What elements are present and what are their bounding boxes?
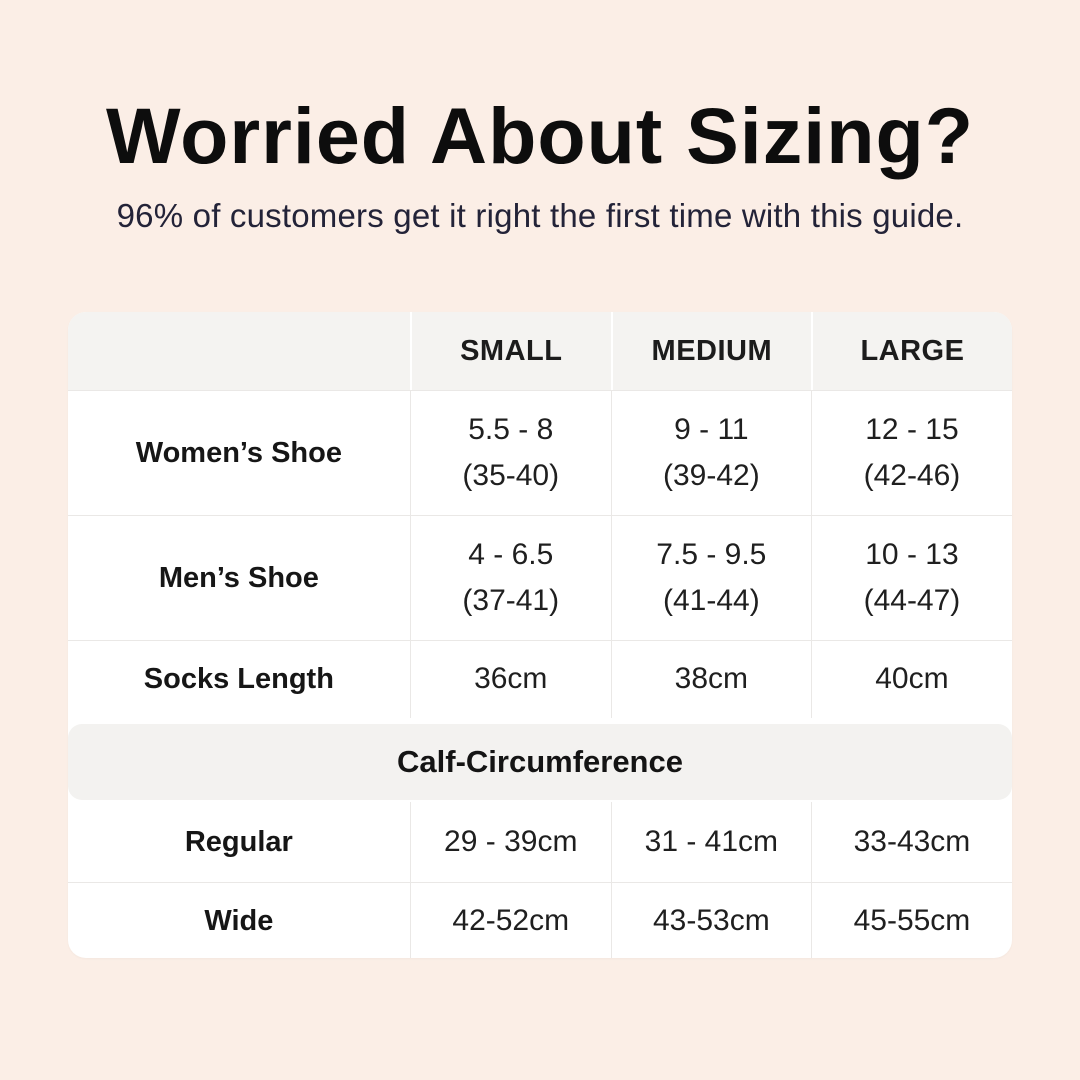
- table-row-socks-length: Socks Length 36cm 38cm 40cm: [68, 640, 1012, 718]
- cell-womens-large: 12 - 15 (42-46): [863, 412, 961, 493]
- table-header-row: SMALL MEDIUM LARGE: [68, 312, 1012, 390]
- header-cell-large: LARGE: [810, 312, 1012, 390]
- cell-socks-large: 40cm: [875, 662, 949, 696]
- cell-socks-medium: 38cm: [674, 662, 749, 696]
- cell-socks-small: 36cm: [474, 662, 548, 696]
- header-cell-empty: [68, 312, 410, 390]
- row-label-regular: Regular: [184, 825, 293, 858]
- header-cell-small: SMALL: [409, 312, 611, 390]
- column-header-medium: MEDIUM: [651, 334, 773, 367]
- cell-wide-small: 42-52cm: [452, 904, 570, 938]
- table-row-regular: Regular 29 - 39cm 31 - 41cm 33-43cm: [68, 800, 1012, 882]
- table-row-womens-shoe: Women’s Shoe 5.5 - 8 (35-40) 9 - 11 (39-…: [68, 390, 1012, 515]
- cell-wide-medium: 43-53cm: [652, 904, 770, 938]
- page-title: Worried About Sizing?: [106, 91, 974, 180]
- column-header-large: LARGE: [860, 334, 965, 367]
- page-subtitle: 96% of customers get it right the first …: [116, 197, 964, 234]
- table-row-mens-shoe: Men’s Shoe 4 - 6.5 (37-41) 7.5 - 9.5 (41…: [68, 515, 1012, 640]
- column-header-small: SMALL: [460, 334, 563, 367]
- hero-header: Worried About Sizing? 96% of customers g…: [0, 96, 1080, 235]
- cell-womens-medium: 9 - 11 (39-42): [662, 412, 760, 493]
- size-guide-table: SMALL MEDIUM LARGE Women’s Shoe 5.5 - 8 …: [68, 312, 1012, 958]
- row-label-socks-length: Socks Length: [143, 663, 334, 695]
- cell-mens-small: 4 - 6.5 (37-41): [462, 537, 560, 618]
- cell-regular-small: 29 - 39cm: [444, 824, 578, 858]
- cell-womens-small: 5.5 - 8 (35-40): [462, 412, 560, 493]
- cell-mens-medium: 7.5 - 9.5 (41-44): [656, 537, 767, 618]
- header-cell-medium: MEDIUM: [610, 312, 811, 390]
- row-label-mens-shoe: Men’s Shoe: [158, 561, 319, 594]
- cell-regular-large: 33-43cm: [853, 824, 971, 858]
- cell-wide-large: 45-55cm: [853, 904, 971, 938]
- table-row-wide: Wide 42-52cm 43-53cm 45-55cm: [68, 882, 1012, 958]
- cell-mens-large: 10 - 13 (44-47): [863, 537, 961, 618]
- row-label-wide: Wide: [204, 905, 274, 937]
- section-title: Calf-Circumference: [397, 744, 683, 779]
- row-label-womens-shoe: Women’s Shoe: [135, 436, 342, 469]
- section-banner-calf-circumference: Calf-Circumference: [68, 724, 1012, 800]
- cell-regular-medium: 31 - 41cm: [644, 824, 779, 858]
